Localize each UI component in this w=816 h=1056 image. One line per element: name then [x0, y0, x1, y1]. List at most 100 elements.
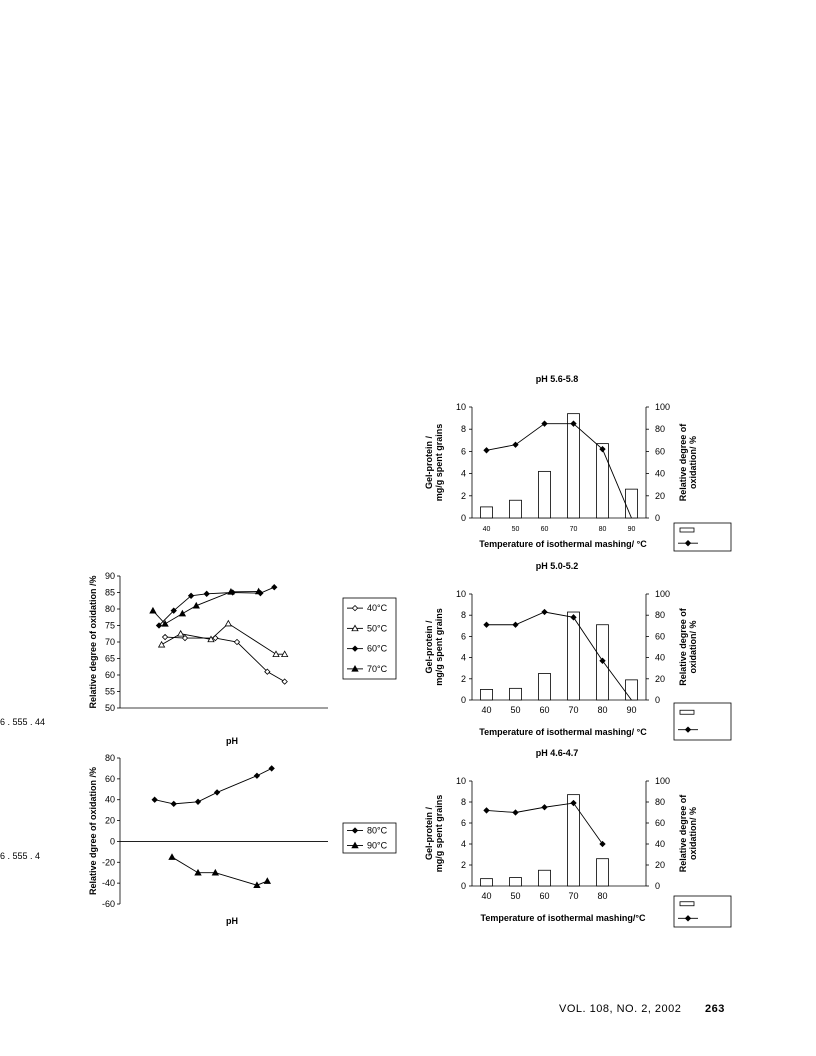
y-tick-label: 4	[461, 653, 466, 663]
bar	[596, 858, 609, 887]
legend-marker	[351, 665, 359, 672]
y-tick-label: -40	[102, 878, 115, 888]
bar	[625, 679, 638, 701]
data-point	[570, 799, 577, 807]
y2-tick-label: 80	[655, 424, 665, 434]
y-tick-label: 8	[461, 610, 466, 620]
legend-box	[342, 597, 397, 680]
data-point	[541, 608, 548, 616]
y-tick-label: 4	[461, 469, 466, 479]
y2-axis-label: Relative degree of	[678, 607, 688, 686]
legend-label: 60°C	[367, 644, 388, 654]
data-point	[233, 638, 241, 646]
y2-tick-label: 0	[655, 513, 660, 523]
series-line	[152, 591, 259, 625]
y-tick-label: 2	[461, 674, 466, 684]
data-point	[207, 635, 215, 643]
y-tick-label: 8	[461, 424, 466, 434]
legend-marker	[684, 915, 692, 922]
x-tick-label: 70	[568, 705, 578, 715]
y-tick-label: -60	[102, 899, 115, 909]
bar	[509, 877, 522, 887]
legend-marker	[684, 726, 692, 733]
x-axis-label: Temperature of isothermal mashing/°C	[481, 913, 646, 923]
data-point	[194, 798, 202, 805]
y2-tick-label: 60	[655, 818, 665, 828]
data-point	[170, 800, 177, 808]
y-tick-label: 8	[461, 797, 466, 807]
data-point	[181, 634, 189, 642]
data-point	[155, 622, 163, 629]
data-point	[253, 772, 261, 779]
x-axis-label: Temperature of isothermal mashing/ °C	[479, 539, 647, 549]
y2-tick-label: 20	[655, 674, 665, 684]
y2-tick-label: 60	[655, 446, 665, 456]
data-point	[483, 621, 490, 628]
data-point	[599, 840, 606, 848]
legend-box	[673, 702, 732, 741]
y-axis-label: Gel-protein /	[424, 620, 434, 674]
data-point	[168, 853, 176, 860]
legend-marker	[351, 604, 359, 612]
x-tick-label: 60	[539, 705, 549, 715]
x-axis-label: Temperature of isothermal mashing/ °C	[479, 727, 647, 737]
x-tick-label: 70	[570, 526, 578, 533]
y-tick-label: 0	[461, 695, 466, 705]
data-point	[512, 621, 519, 628]
y-tick-label: 20	[105, 816, 115, 826]
bar	[538, 470, 551, 519]
data-point	[570, 614, 577, 621]
bar	[480, 689, 493, 701]
y-tick-label: 6	[461, 446, 466, 456]
legend-marker	[351, 841, 359, 849]
y2-tick-label: 40	[655, 469, 665, 479]
legend-label: 40°C	[367, 603, 388, 613]
data-point	[149, 606, 157, 614]
y-axis-label: mg/g spent grains	[434, 795, 444, 873]
data-point	[192, 601, 200, 609]
legend-bar-swatch	[679, 709, 695, 715]
y-tick-label: 6	[461, 631, 466, 641]
x-tick-label: 50	[510, 705, 520, 715]
data-point	[157, 640, 166, 648]
series-line	[161, 622, 285, 655]
y-tick-label: 10	[456, 776, 466, 786]
chart-title: pH 4.6-4.7	[536, 748, 579, 758]
data-point	[178, 609, 187, 617]
data-point	[213, 789, 221, 796]
data-point	[280, 650, 289, 658]
legend-label: 50°C	[367, 623, 388, 633]
x-tick-label: 6 . 555 . 4	[0, 851, 40, 861]
data-point	[272, 650, 280, 658]
oxidation-line	[486, 423, 632, 519]
data-point	[212, 634, 219, 642]
data-point	[176, 629, 185, 637]
bar	[625, 488, 638, 519]
x-tick-label: 40	[481, 705, 491, 715]
data-point	[203, 590, 210, 597]
bar	[567, 794, 580, 887]
y2-axis-label: oxidation/ %	[688, 620, 698, 673]
bar	[509, 499, 522, 519]
y-axis-label: mg/g spent grains	[434, 608, 444, 686]
data-point	[541, 804, 548, 811]
y-tick-label: 85	[105, 588, 115, 598]
journal-reference: VOL. 108, NO. 2, 2002	[559, 1003, 682, 1015]
y-tick-label: 55	[105, 687, 115, 697]
y-tick-label: 80	[105, 753, 115, 763]
x-axis-label: pH	[226, 916, 238, 926]
bar	[480, 506, 493, 519]
legend-marker	[351, 645, 359, 652]
data-point	[161, 633, 169, 641]
data-point	[170, 607, 177, 614]
bar	[567, 611, 580, 701]
data-point	[224, 619, 233, 627]
x-axis-label: pH	[226, 736, 238, 746]
y-tick-label: 0	[110, 836, 115, 846]
x-tick-label: 90	[628, 526, 636, 533]
y-tick-label: 0	[461, 513, 466, 523]
y-tick-label: 0	[461, 881, 466, 891]
y-tick-label: 80	[105, 604, 115, 614]
data-point	[599, 657, 606, 664]
y2-axis-label: Relative degree of	[678, 423, 688, 502]
